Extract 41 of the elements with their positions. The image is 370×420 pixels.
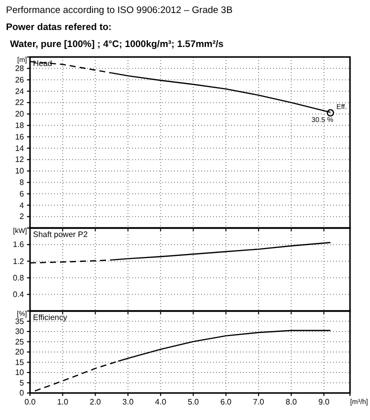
y-tick-label: 14 (15, 144, 25, 153)
x-tick-label: 4.0 (155, 398, 167, 407)
y-tick-label: 4 (20, 200, 25, 210)
x-tick-label: 8.0 (286, 398, 298, 407)
y-tick-label: 22 (15, 98, 25, 108)
x-tick-label: 6.0 (220, 398, 232, 407)
x-tick-label: 1.0 (57, 398, 69, 407)
y-tick-label: 25 (15, 337, 25, 346)
text: Water, pure [100%] ; 4°C; 1000kg/m³; 1.57mm²/s (10, 39, 224, 50)
x-tick-label: 3.0 (122, 398, 134, 407)
x-tick-label: 9.0 (318, 398, 330, 407)
y-tick-label: 1.2 (12, 256, 25, 266)
y-tick-label: 18 (15, 120, 25, 130)
y-tick-label: 20 (15, 110, 25, 119)
x-tick-label: 7.0 (253, 398, 265, 407)
y-tick-label: 10 (15, 368, 25, 378)
y-tick-label: 0.4 (12, 290, 25, 299)
y-tick-label: 24 (15, 86, 25, 96)
y-tick-label: 5 (20, 378, 25, 388)
y-tick-label: 26 (15, 75, 25, 84)
x-tick-label: 0.0 (24, 398, 36, 407)
x-tick-label: 2.0 (90, 398, 102, 407)
y-tick-label: 20 (15, 348, 25, 357)
chart-title: Shaft power P2 (33, 230, 88, 239)
text: Power datas refered to: (6, 22, 112, 33)
y-tick-label: 10 (15, 166, 25, 176)
y-tick-label: 16 (15, 132, 25, 142)
y-tick-label: 35 (15, 316, 25, 326)
y-tick-label: 15 (15, 358, 25, 367)
y-tick-label: 8 (20, 178, 25, 187)
y-tick-label: 0.8 (12, 273, 25, 282)
y-tick-label: 6 (20, 189, 25, 198)
y-tick-label: 2 (20, 212, 25, 222)
text: Performance according to ISO 9906:2012 – Grade 3B (6, 5, 233, 16)
y-tick-label: 0 (20, 388, 25, 398)
y-tick-label: 28 (15, 64, 25, 73)
x-tick-label: 5.0 (188, 398, 200, 407)
chart-title: Efficiency (33, 313, 68, 322)
y-tick-label: 1.6 (12, 240, 25, 250)
y-tick-label: 12 (15, 155, 25, 164)
y-tick-label: 30 (15, 327, 25, 336)
